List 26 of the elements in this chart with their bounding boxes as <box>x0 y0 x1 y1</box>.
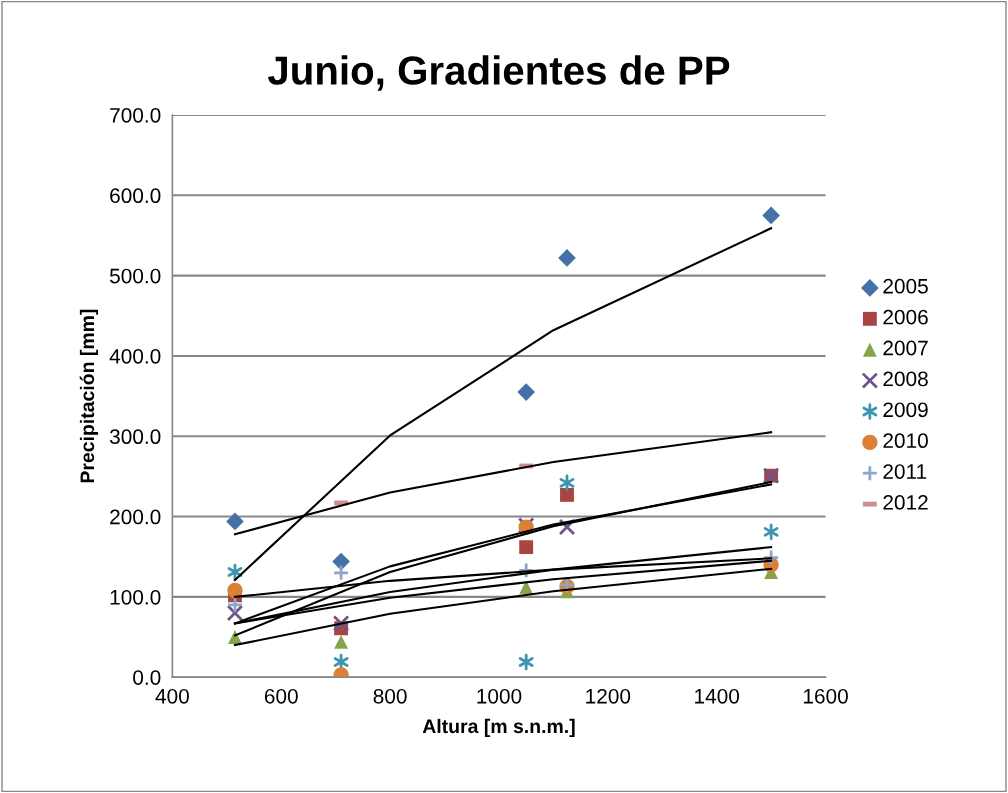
x-axis-title: Altura [m s.n.m.] <box>422 718 575 737</box>
y-tick-label: 700.0 <box>110 107 161 123</box>
legend-label: 2012 <box>883 495 928 510</box>
x-tick-label: 600 <box>264 688 298 704</box>
legend-label: 2008 <box>883 371 928 387</box>
legend-label: 2005 <box>883 278 928 294</box>
y-tick-label: 0.0 <box>133 670 161 685</box>
x-tick-label: 800 <box>373 688 407 704</box>
y-tick-label: 600.0 <box>110 188 161 204</box>
y-tick-label: 200.0 <box>110 509 161 525</box>
x-tick-label: 1400 <box>695 688 740 704</box>
y-tick-label: 500.0 <box>109 268 161 284</box>
x-tick-label: 1200 <box>586 688 631 704</box>
y-tick-label: 300.0 <box>109 429 161 445</box>
legend-label: 2010 <box>883 433 928 449</box>
legend-label: 2009 <box>883 402 928 418</box>
y-axis-title: Precipitación [mm] <box>79 309 99 483</box>
y-tick-label: 100.0 <box>110 589 161 605</box>
legend-label: 2007 <box>883 340 928 356</box>
legend-label: 2011 <box>883 464 927 479</box>
legend-label: 2006 <box>883 309 928 325</box>
y-tick-label: 400.0 <box>109 348 161 364</box>
x-tick-label: 400 <box>155 688 189 704</box>
chart-title: Junio, Gradientes de PP <box>267 55 730 91</box>
x-tick-label: 1000 <box>477 688 522 704</box>
x-tick-label: 1600 <box>803 688 848 704</box>
